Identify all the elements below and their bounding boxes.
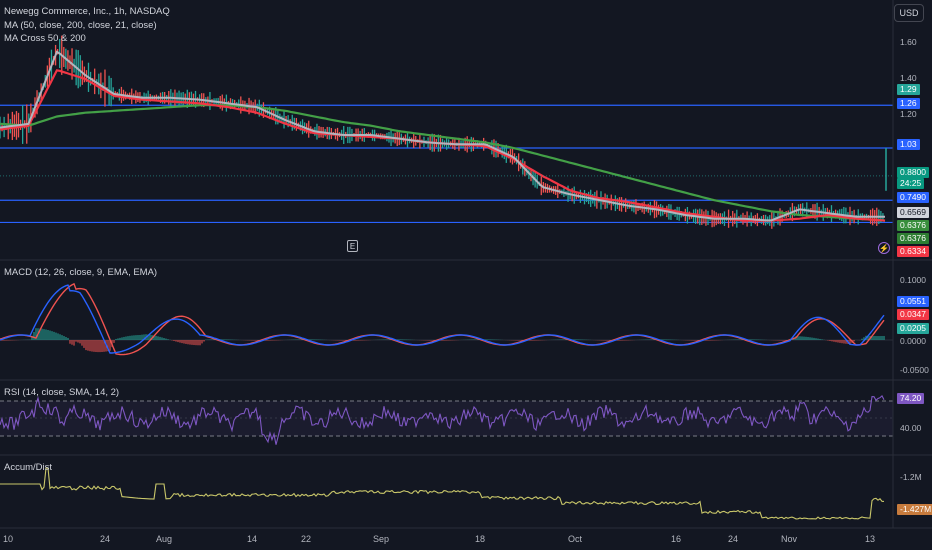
time-axis-label: 22 bbox=[300, 534, 312, 544]
pane-separators bbox=[0, 0, 932, 529]
macd-tag: 0.0551 bbox=[897, 296, 929, 307]
ma200-tag: 0.6376 bbox=[897, 220, 929, 231]
accum-axis-label: -1.2M bbox=[900, 472, 922, 482]
signal-tag: 0.0347 bbox=[897, 309, 929, 320]
currency-button[interactable]: USD bbox=[894, 4, 924, 22]
macd-pane bbox=[0, 282, 893, 356]
macd-axis-label: -0.0500 bbox=[900, 365, 929, 375]
bolt-icon[interactable]: ⚡ bbox=[878, 242, 890, 254]
price-tag-1-29: 1.29 bbox=[897, 84, 920, 95]
last-price-tag: 0.8800 bbox=[897, 167, 929, 178]
countdown-tag: 24:25 bbox=[897, 178, 925, 189]
accum-legend[interactable]: Accum/Dist bbox=[4, 462, 53, 473]
ma-legend[interactable]: MA (50, close, 200, close, 21, close) bbox=[4, 20, 157, 31]
earnings-marker[interactable]: E bbox=[347, 240, 358, 252]
rsi-tag: 74.20 bbox=[897, 393, 925, 404]
accum-pane bbox=[0, 467, 885, 520]
ma50-tag: 0.6569 bbox=[897, 207, 929, 218]
ma200-line bbox=[0, 104, 886, 222]
rsi-pane bbox=[0, 395, 893, 445]
price-tag-1-26: 1.26 bbox=[897, 98, 920, 109]
macd-line bbox=[0, 284, 885, 354]
ma21-tag: 0.6334 bbox=[897, 246, 929, 257]
ma50-line bbox=[0, 50, 885, 222]
price-axis-label: 1.20 bbox=[900, 109, 917, 119]
price-axis-label: 1.40 bbox=[900, 73, 917, 83]
time-axis-label: 18 bbox=[474, 534, 486, 544]
time-axis-label: Aug bbox=[155, 534, 173, 544]
macd-legend[interactable]: MACD (12, 26, close, 9, EMA, EMA) bbox=[4, 267, 158, 278]
symbol-title[interactable]: Newegg Commerce, Inc., 1h, NASDAQ bbox=[4, 6, 170, 17]
time-axis-label: 16 bbox=[670, 534, 682, 544]
macd-axis-label: 0.1000 bbox=[900, 275, 926, 285]
macd-axis-label: 0.0000 bbox=[900, 336, 926, 346]
histogram-tag: 0.0205 bbox=[897, 323, 929, 334]
time-axis-label: Nov bbox=[780, 534, 798, 544]
time-axis-label: Oct bbox=[567, 534, 583, 544]
rsi-line bbox=[0, 395, 885, 445]
price-tag-1-03: 1.03 bbox=[897, 139, 920, 150]
time-axis-label: Sep bbox=[372, 534, 390, 544]
ma-cross-legend[interactable]: MA Cross 50 & 200 bbox=[4, 33, 86, 44]
rsi-legend[interactable]: RSI (14, close, SMA, 14, 2) bbox=[4, 387, 120, 398]
time-axis-label: 14 bbox=[246, 534, 258, 544]
price-tag-0-749: 0.7490 bbox=[897, 192, 929, 203]
accum-tag: -1.427M bbox=[897, 504, 932, 515]
time-axis-label: 24 bbox=[727, 534, 739, 544]
macd-signal-line bbox=[0, 282, 885, 356]
ma-cross-tag: 0.6376 bbox=[897, 233, 929, 244]
time-axis-label: 24 bbox=[99, 534, 111, 544]
accum-dist-line bbox=[0, 467, 885, 520]
price-axis-label: 1.60 bbox=[900, 37, 917, 47]
time-axis-label: 13 bbox=[864, 534, 876, 544]
time-axis-label: 10 bbox=[2, 534, 14, 544]
rsi-axis-label: 40.00 bbox=[900, 423, 922, 433]
price-pane bbox=[0, 35, 893, 229]
